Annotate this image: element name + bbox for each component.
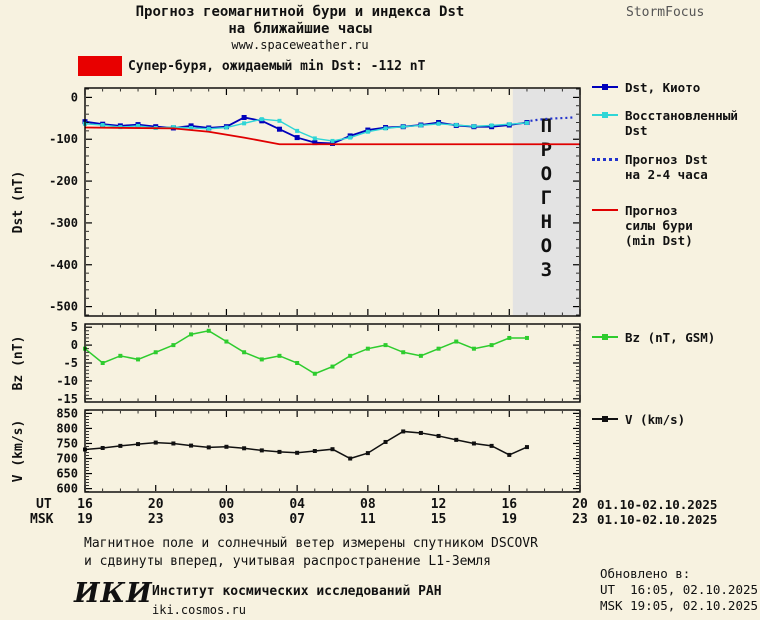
x-tick-label-msk: 23	[572, 512, 588, 527]
msk-date-range: 01.10-02.10.2025	[597, 512, 718, 527]
forecast-region-label-letter: З	[541, 259, 552, 281]
forecast-region-label-letter: Р	[541, 139, 552, 161]
forecast-region-label-letter: Н	[541, 211, 552, 233]
y-tick-label: -300	[49, 216, 78, 230]
y-tick-label: 750	[56, 436, 78, 450]
legend-item-dst-restored: Восстановленный Dst	[592, 108, 760, 138]
panel-border	[84, 409, 581, 493]
dst-restored-legend-label: Восстановленный Dst	[625, 108, 738, 138]
x-tick-label-msk: 23	[147, 512, 164, 527]
y-tick-label: 700	[56, 452, 78, 466]
y-axis-title: V (km/s)	[11, 420, 26, 483]
msk-row-label: MSK	[30, 512, 54, 527]
bz-chart-panel: 5 0 -5 -10 -15 Bz (nT)	[11, 320, 581, 406]
solar-wind-speed-markers	[83, 429, 529, 461]
dst-forecast-legend-marker	[592, 154, 618, 164]
bz-legend-marker	[592, 332, 618, 342]
forecast-region-label-letter: О	[541, 235, 552, 257]
y-tick-label: 600	[56, 482, 78, 496]
y-tick-label: -15	[56, 392, 78, 406]
y-tick-label: -100	[49, 132, 78, 146]
y-tick-label: 650	[56, 467, 78, 481]
legend-item-storm-forecast: Прогноз силы бури (min Dst)	[592, 203, 760, 248]
x-tick-label-ut: 08	[360, 497, 376, 512]
x-tick-label-msk: 19	[77, 512, 93, 527]
storm-strength-forecast-line	[84, 126, 580, 146]
dst-kyoto-legend-marker	[592, 82, 618, 92]
legend-item-dst-kyoto: Dst, Киото	[592, 80, 760, 95]
solar-wind-speed-line	[84, 430, 528, 460]
panel-border	[84, 323, 581, 403]
x-tick-label-ut: 16	[501, 497, 518, 512]
dst-forecast-2-4h-line	[530, 116, 573, 122]
legend-item-dst-forecast: Прогноз Dst на 2-4 часа	[592, 152, 760, 182]
v-legend-marker	[592, 414, 618, 424]
brand-label: StormFocus	[626, 5, 705, 20]
source-site: www.spaceweather.ru	[231, 38, 369, 52]
y-tick-label: 0	[71, 338, 78, 352]
page-title: Прогноз геомагнитной бури и индекса Dst	[135, 4, 465, 20]
updated-msk: MSK 19:05, 02.10.2025	[600, 598, 759, 613]
updated-label: Обновлено в:	[600, 566, 691, 581]
page-subtitle: на ближайшие часы	[228, 21, 372, 37]
dst-kyoto-legend-label: Dst, Киото	[625, 80, 701, 95]
dst-forecast-legend-label: Прогноз Dst на 2-4 часа	[625, 152, 708, 182]
y-tick-label: 0	[71, 90, 78, 104]
forecast-region	[512, 89, 579, 315]
v-legend-label: V (km/s)	[625, 412, 686, 427]
forecast-region-label-letter: П	[541, 115, 552, 137]
x-tick-label-ut: 00	[218, 497, 235, 512]
institute-name: Институт космических исследований РАН	[152, 584, 442, 599]
x-tick-label-msk: 15	[430, 512, 447, 527]
y-tick-label: -10	[56, 374, 78, 388]
x-tick-label-ut: 12	[430, 497, 447, 512]
y-tick-label: -400	[49, 258, 78, 272]
footer-note-line2: и сдвинуты вперед, учитывая распростране…	[84, 554, 491, 569]
storm-alert-swatch	[78, 56, 122, 76]
x-tick-label-ut: 20	[147, 497, 164, 512]
x-tick-label-ut: 04	[289, 497, 305, 512]
storm-forecast-legend-marker	[592, 205, 618, 215]
storm-forecast-legend-label: Прогноз силы бури (min Dst)	[625, 203, 693, 248]
dst-kyoto-line	[84, 116, 528, 145]
dst-restored-markers	[83, 117, 529, 143]
x-tick-label-ut: 20	[572, 497, 588, 512]
y-tick-label: -500	[49, 300, 78, 314]
forecast-region-label-letter: Г	[541, 187, 552, 209]
legend-item-bz: Bz (nT, GSM)	[592, 330, 760, 345]
bz-legend-label: Bz (nT, GSM)	[625, 330, 716, 345]
panel-border	[84, 87, 581, 317]
storm-alert-text: Супер-буря, ожидаемый min Dst: -112 nT	[128, 59, 426, 74]
y-tick-label: -5	[64, 356, 78, 370]
ut-row-label: UT	[36, 497, 52, 512]
dst-restored-legend-marker	[592, 110, 618, 120]
ut-date-range: 01.10-02.10.2025	[597, 497, 718, 512]
y-tick-label: 850	[56, 406, 78, 420]
institute-site-link[interactable]: iki.cosmos.ru	[152, 603, 246, 617]
updated-ut: UT 16:05, 02.10.2025	[600, 582, 759, 597]
forecast-region-label-letter: О	[541, 163, 552, 185]
x-tick-label-ut: 16	[77, 497, 93, 512]
dst-kyoto-markers	[82, 114, 530, 146]
x-tick-label-msk: 07	[289, 512, 305, 527]
y-axis-title: Dst (nT)	[11, 171, 26, 234]
x-tick-label-msk: 11	[360, 512, 376, 527]
x-tick-label-msk: 03	[218, 512, 235, 527]
bz-gsm-markers	[83, 328, 529, 376]
footer-note-line1: Магнитное поле и солнечный ветер измерен…	[84, 536, 538, 551]
bz-gsm-line	[84, 330, 527, 375]
dst-restored-line	[84, 118, 528, 142]
y-tick-label: 5	[71, 320, 78, 334]
iki-logo: ИКИ	[74, 578, 153, 609]
legend-item-v: V (km/s)	[592, 412, 760, 427]
x-tick-label-msk: 19	[501, 512, 518, 527]
y-axis-title: Bz (nT)	[11, 336, 26, 391]
y-tick-label: 800	[56, 421, 78, 435]
y-tick-label: -200	[49, 174, 78, 188]
